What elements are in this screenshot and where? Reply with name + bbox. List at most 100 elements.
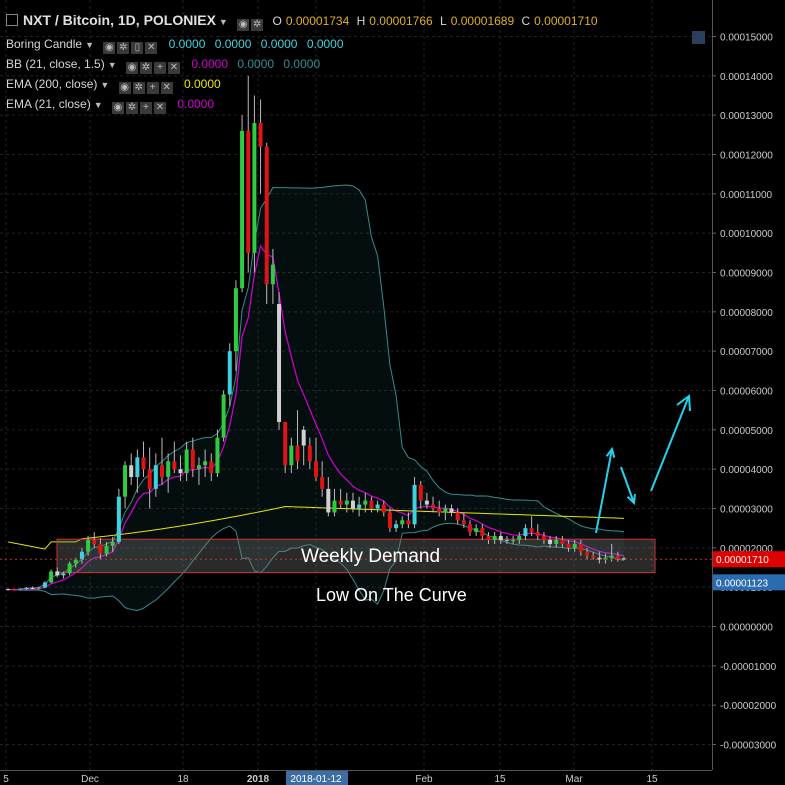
- candle-body[interactable]: [240, 130, 245, 289]
- arrow-up-1[interactable]: [595, 448, 613, 534]
- candle-body[interactable]: [116, 496, 121, 542]
- candle-body[interactable]: [332, 500, 337, 513]
- candle-body[interactable]: [215, 437, 220, 474]
- candle-body[interactable]: [609, 555, 614, 558]
- candle-body[interactable]: [153, 465, 158, 489]
- candle-body[interactable]: [517, 536, 522, 540]
- chevron-down-icon[interactable]: ▼: [218, 17, 228, 27]
- candle-body[interactable]: [79, 551, 84, 560]
- plus-icon[interactable]: +: [146, 82, 159, 94]
- settings-icon[interactable]: ✲: [117, 42, 130, 54]
- candle-body[interactable]: [468, 524, 472, 533]
- candle-body[interactable]: [424, 500, 429, 505]
- candle-body[interactable]: [123, 465, 128, 497]
- chevron-down-icon[interactable]: ▼: [85, 40, 94, 50]
- candle-body[interactable]: [61, 573, 66, 576]
- candle-body[interactable]: [196, 465, 201, 470]
- indicator-row-boring-candle[interactable]: Boring Candle ▼ ◉ ✲ ▯ ✕ 0.0000 0.0000 0.0000…: [6, 37, 344, 54]
- eye-icon[interactable]: ◉: [125, 62, 138, 74]
- candle-body[interactable]: [474, 528, 479, 533]
- candle-body[interactable]: [486, 536, 491, 540]
- candle-body[interactable]: [190, 449, 195, 470]
- candle-body[interactable]: [252, 123, 257, 253]
- candle-body[interactable]: [314, 461, 318, 478]
- plus-icon[interactable]: +: [153, 62, 166, 74]
- candle-body[interactable]: [412, 484, 417, 525]
- candle-body[interactable]: [492, 536, 497, 540]
- candle-body[interactable]: [523, 528, 528, 537]
- chevron-down-icon[interactable]: ▼: [93, 100, 103, 110]
- candle-body[interactable]: [504, 539, 509, 541]
- candle-body[interactable]: [480, 528, 485, 537]
- arrow-up-2[interactable]: [650, 395, 690, 492]
- candle-body[interactable]: [141, 457, 146, 470]
- candle-body[interactable]: [548, 539, 553, 544]
- indicator-name[interactable]: EMA (200, close): [6, 77, 98, 91]
- candle-body[interactable]: [86, 539, 91, 552]
- candle-body[interactable]: [320, 477, 325, 489]
- candle-body[interactable]: [326, 488, 331, 513]
- candle-body[interactable]: [135, 457, 140, 478]
- candle-body[interactable]: [338, 500, 343, 505]
- candle-body[interactable]: [622, 558, 626, 560]
- candle-body[interactable]: [227, 351, 232, 395]
- close-icon[interactable]: ✕: [153, 102, 166, 114]
- candle-body[interactable]: [357, 504, 362, 509]
- close-icon[interactable]: ✕: [160, 82, 173, 94]
- candle-body[interactable]: [554, 539, 559, 544]
- candle-body[interactable]: [30, 587, 35, 589]
- candle-body[interactable]: [535, 532, 540, 537]
- indicator-row-ema200[interactable]: EMA (200, close) ▼ ◉ ✲ + ✕ 0.0000: [6, 77, 221, 94]
- candle-body[interactable]: [283, 421, 288, 466]
- candle-body[interactable]: [406, 520, 411, 525]
- candle-body[interactable]: [42, 582, 47, 588]
- candle-body[interactable]: [67, 563, 72, 574]
- candle-body[interactable]: [160, 465, 164, 478]
- candle-body[interactable]: [541, 536, 546, 540]
- close-icon[interactable]: ✕: [167, 62, 180, 74]
- candle-body[interactable]: [400, 520, 405, 525]
- arrow-up-1-head[interactable]: [605, 446, 616, 458]
- candle-body[interactable]: [381, 504, 386, 513]
- candle-body[interactable]: [203, 461, 208, 466]
- symbol-header[interactable]: NXT / Bitcoin, 1D, POLONIEX ▼ ◉ ✲ O 0.00001…: [6, 12, 598, 31]
- symbol-title[interactable]: NXT / Bitcoin, 1D, POLONIEX: [23, 12, 216, 28]
- collapse-panel-icon[interactable]: [692, 31, 705, 44]
- candle-body[interactable]: [258, 123, 263, 147]
- candle-body[interactable]: [597, 557, 602, 560]
- candle-body[interactable]: [129, 465, 134, 478]
- candle-body[interactable]: [369, 500, 374, 509]
- candle-body[interactable]: [264, 146, 269, 285]
- candle-body[interactable]: [92, 539, 97, 544]
- candle-body[interactable]: [289, 445, 294, 466]
- arrow-down-head[interactable]: [626, 493, 636, 506]
- candle-body[interactable]: [418, 484, 423, 501]
- settings-icon[interactable]: ✲: [125, 102, 138, 114]
- candle-body[interactable]: [246, 130, 251, 253]
- candle-body[interactable]: [221, 394, 226, 438]
- candle-body[interactable]: [49, 571, 54, 583]
- candle-body[interactable]: [55, 571, 60, 576]
- candle-body[interactable]: [461, 520, 466, 525]
- candle-body[interactable]: [209, 461, 214, 474]
- eye-icon[interactable]: ◉: [118, 82, 131, 94]
- chevron-down-icon[interactable]: ▼: [107, 60, 117, 70]
- candle-body[interactable]: [295, 445, 300, 462]
- arrow-up-2-head[interactable]: [676, 394, 691, 412]
- indicator-row-ema21[interactable]: EMA (21, close) ▼ ◉ ✲ + ✕ 0.0000: [6, 97, 214, 114]
- arrow-down[interactable]: [620, 466, 635, 504]
- eye-icon[interactable]: ◉: [111, 102, 124, 114]
- candle-body[interactable]: [511, 539, 516, 541]
- candle-body[interactable]: [585, 551, 590, 556]
- candle-body[interactable]: [578, 543, 583, 552]
- candle-body[interactable]: [344, 500, 349, 505]
- candle-body[interactable]: [110, 541, 115, 546]
- chevron-down-icon[interactable]: ▼: [100, 80, 110, 90]
- candle-body[interactable]: [36, 587, 41, 589]
- indicator-name[interactable]: Boring Candle: [6, 37, 83, 51]
- indicator-row-bb[interactable]: BB (21, close, 1.5) ▼ ◉ ✲ + ✕ 0.0000 0.0000 …: [6, 57, 320, 74]
- candle-body[interactable]: [12, 589, 17, 591]
- candle-body[interactable]: [529, 528, 534, 533]
- candle-body[interactable]: [172, 461, 177, 470]
